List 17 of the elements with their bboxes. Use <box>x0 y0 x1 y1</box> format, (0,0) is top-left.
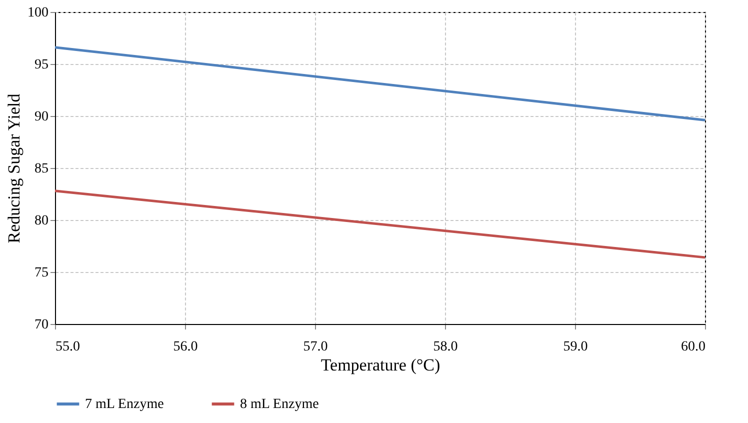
x-tick-label: 58.0 <box>433 340 458 354</box>
y-tick-label: 85 <box>34 162 48 176</box>
legend-label: 8 mL Enzyme <box>240 397 319 412</box>
x-tick-label: 55.0 <box>56 340 80 354</box>
x-tick-label: 59.0 <box>563 340 588 354</box>
y-tick-label: 80 <box>34 214 48 228</box>
y-tick-label: 70 <box>34 318 48 332</box>
x-tick-label: 57.0 <box>303 340 328 354</box>
legend-label: 7 mL Enzyme <box>85 397 164 412</box>
y-tick-label: 95 <box>34 58 48 72</box>
y-tick-label: 75 <box>34 266 48 280</box>
y-tick-label: 90 <box>34 110 48 124</box>
y-axis-title: Reducing Sugar Yield <box>4 93 24 244</box>
x-axis-title: Temperature (°C) <box>320 356 440 374</box>
x-tick-label: 60.0 <box>681 340 706 354</box>
y-tick-label: 100 <box>28 6 48 20</box>
x-tick-label: 56.0 <box>173 340 198 354</box>
